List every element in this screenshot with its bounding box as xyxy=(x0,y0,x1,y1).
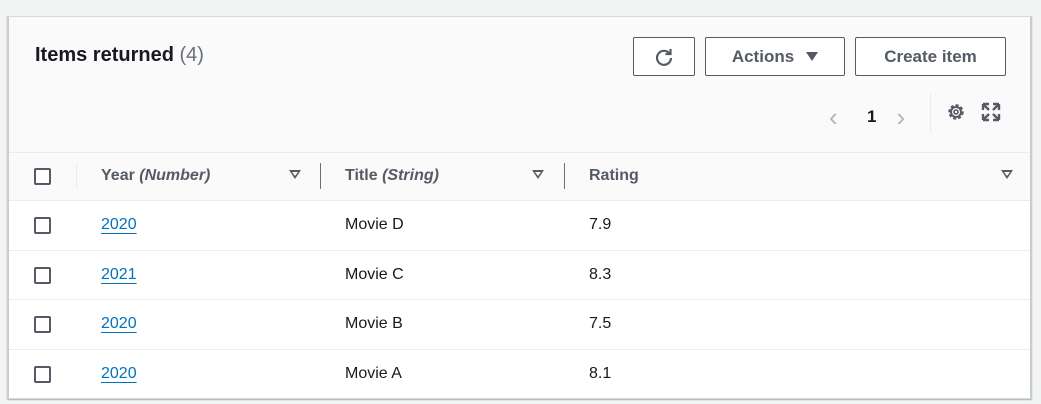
sort-icon[interactable] xyxy=(289,170,301,179)
title-cell: Movie D xyxy=(345,216,404,233)
column-divider xyxy=(76,163,77,189)
create-item-button[interactable]: Create item xyxy=(855,37,1006,76)
column-name: Title xyxy=(345,167,378,184)
row-checkbox[interactable] xyxy=(34,316,51,333)
caret-down-icon xyxy=(806,52,819,61)
table-row: 2020 Movie D 7.9 xyxy=(9,201,1030,251)
row-checkbox[interactable] xyxy=(34,217,51,234)
table-row: 2020 Movie A 8.1 xyxy=(9,350,1030,400)
column-header-rating[interactable]: Rating xyxy=(589,167,639,184)
row-checkbox[interactable] xyxy=(34,266,51,284)
row-checkbox[interactable] xyxy=(34,365,51,383)
page-number[interactable]: 1 xyxy=(867,107,877,126)
select-all-checkbox[interactable] xyxy=(34,168,51,185)
previous-page-icon[interactable]: ‹ xyxy=(829,101,838,132)
settings-gear-icon[interactable] xyxy=(946,102,966,122)
rating-cell: 8.1 xyxy=(589,364,612,382)
column-header-year[interactable]: Year (Number) xyxy=(101,167,210,185)
rating-cell: 7.9 xyxy=(589,216,612,233)
title-cell: Movie B xyxy=(345,315,403,332)
table-row: 2021 Movie C 8.3 xyxy=(9,251,1030,300)
sort-icon[interactable] xyxy=(1001,170,1013,179)
title-text: Items returned xyxy=(35,44,174,66)
actions-button[interactable]: Actions xyxy=(705,37,845,76)
column-type: (Number) xyxy=(139,167,211,184)
actions-label: Actions xyxy=(731,46,795,66)
column-resizer[interactable] xyxy=(320,163,321,189)
year-link[interactable]: 2020 xyxy=(101,216,137,233)
item-count: (4) xyxy=(179,44,204,66)
table-row: 2020 Movie B 7.5 xyxy=(9,300,1030,350)
table-column-headers: Year (Number) Title (String) Rating xyxy=(9,153,1030,201)
refresh-icon xyxy=(655,48,673,66)
column-type: (String) xyxy=(382,167,439,184)
items-table-panel: Items returned (4) Actions Create item ‹… xyxy=(7,16,1032,399)
sort-icon[interactable] xyxy=(532,170,544,179)
column-resizer[interactable] xyxy=(564,163,565,189)
rating-cell: 7.5 xyxy=(589,315,612,332)
pagination: ‹ 1 › xyxy=(829,97,920,137)
fullscreen-icon[interactable] xyxy=(981,102,1001,122)
title-cell: Movie A xyxy=(345,364,402,382)
page-title: Items returned (4) xyxy=(35,44,204,67)
pager-divider xyxy=(930,93,931,133)
column-header-title[interactable]: Title (String) xyxy=(345,167,439,185)
table-header: Items returned (4) Actions Create item ‹… xyxy=(9,17,1030,153)
year-link[interactable]: 2020 xyxy=(101,364,137,382)
refresh-button[interactable] xyxy=(633,37,695,76)
year-link[interactable]: 2021 xyxy=(101,265,137,283)
year-link[interactable]: 2020 xyxy=(101,315,137,332)
title-cell: Movie C xyxy=(345,265,404,283)
next-page-icon[interactable]: › xyxy=(896,101,906,132)
rating-cell: 8.3 xyxy=(589,265,612,283)
column-name: Year xyxy=(101,167,135,184)
